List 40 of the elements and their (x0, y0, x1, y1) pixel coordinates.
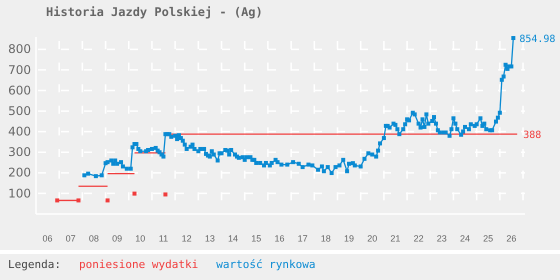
text: wartość rynkowa (216, 258, 316, 271)
point (76, 198, 80, 202)
y-tick-label: 800 (8, 42, 31, 56)
text: poniesione wydatki (78, 258, 198, 271)
x-tick-label: 20 (367, 233, 378, 244)
x-tick-label: 26 (506, 233, 516, 244)
x-tick-label: 24 (460, 233, 470, 244)
x-tick-label: 21 (390, 233, 400, 244)
x-tick-label: 11 (158, 233, 168, 244)
point (106, 198, 110, 202)
x-tick-label: 09 (112, 233, 122, 244)
point (163, 192, 168, 196)
annotation: 854.98 (519, 34, 556, 46)
y-tick-label: 500 (8, 104, 31, 118)
annotation: 388 (523, 130, 542, 142)
x-tick-label: 10 (135, 233, 146, 244)
x-tick-label: 15 (251, 233, 262, 244)
x-tick-label: 23 (436, 233, 447, 244)
x-tick-label: 16 (274, 233, 284, 244)
y-tick-label: 600 (8, 83, 31, 98)
x-tick-label: 25 (483, 233, 494, 244)
chart-title: Historia Jazdy Polskiej - (Ag) (46, 5, 263, 19)
x-tick-label: 07 (66, 233, 76, 244)
y-tick-label: 700 (8, 62, 31, 77)
x-tick-label: 14 (228, 233, 238, 244)
x-tick-label: 22 (414, 233, 424, 244)
y-tick-label: 300 (8, 145, 31, 160)
x-tick-label: 06 (42, 233, 52, 244)
point (132, 192, 136, 196)
x-tick-label: 08 (88, 233, 99, 244)
x-tick-label: 17 (298, 233, 308, 244)
point (55, 198, 60, 202)
y-tick-label: 400 (8, 124, 31, 139)
x-tick-label: 12 (182, 233, 192, 244)
x-tick-label: 13 (204, 233, 215, 244)
x-tick-label: 19 (344, 233, 354, 244)
x-tick-label: 18 (320, 233, 331, 244)
legend-title: Legenda: (8, 258, 61, 271)
y-tick-label: 100 (8, 186, 31, 200)
y-tick-label: 200 (8, 166, 31, 180)
